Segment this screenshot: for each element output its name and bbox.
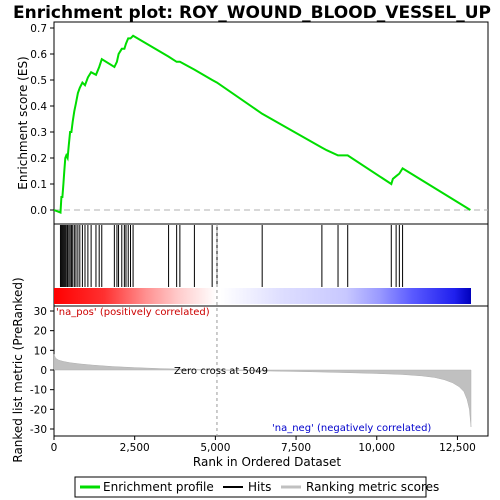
es-y-tick-label: 0.4 [30, 101, 47, 113]
es-y-tick-label: 0.7 [30, 23, 47, 35]
metric-y-tick-label: 20 [34, 326, 47, 338]
es-y-tick-label: 0.3 [30, 127, 47, 139]
enrichment-panel: 0.0 0.1 0.2 0.3 0.4 0.5 0.6 0.7 Enrichment scor… [16, 21, 489, 225]
es-y-axis-label: Enrichment score (ES) [16, 56, 30, 189]
pos-correlated-label: 'na_pos' (positively correlated) [56, 307, 210, 318]
neg-correlated-label: 'na_neg' (negatively correlated) [272, 423, 431, 434]
zero-cross-label: Zero cross at 5049 [174, 366, 268, 377]
hit-marks [59, 225, 404, 287]
metric-y-axis-label: Ranked list metric (PreRanked) [11, 277, 25, 462]
legend-hits-label: Hits [248, 480, 271, 494]
x-tick-label: 10,000 [358, 442, 395, 454]
metric-frame [53, 305, 489, 437]
es-y-tick-label: 0.6 [30, 49, 47, 61]
es-y-tick-label: 0.0 [30, 205, 47, 217]
es-y-tick-label: 0.1 [30, 179, 47, 191]
es-y-tick-label: 0.5 [30, 75, 47, 87]
x-tick-label: 7,500 [281, 442, 311, 454]
hits-panel [53, 223, 489, 307]
legend-enrichment-label: Enrichment profile [103, 480, 214, 494]
es-y-tick-label: 0.2 [30, 153, 47, 165]
metric-y-tick-label: -20 [30, 404, 47, 416]
metric-y-tick-label: 10 [34, 345, 47, 357]
chart-title: Enrichment plot: ROY_WOUND_BLOOD_VESSEL_… [13, 3, 491, 23]
x-tick-label: 5,000 [200, 442, 230, 454]
ranking-metric-area [53, 354, 472, 428]
legend: Enrichment profile Hits Ranking metric s… [74, 476, 439, 498]
x-tick-label: 12,500 [439, 442, 476, 454]
rank-gradient-bar [54, 288, 471, 304]
x-axis-label: Rank in Ordered Dataset [193, 455, 341, 469]
enrichment-profile-line [53, 34, 471, 215]
x-tick-label: 2,500 [120, 442, 150, 454]
legend-box [74, 476, 427, 498]
rank-x-ticks: 0 2,500 5,000 7,500 10,000 12,500 [51, 436, 476, 454]
metric-panel: 30 20 10 0 -10 -20 -30 0 2,500 5,000 7,500 10,000 1… [11, 224, 489, 469]
metric-y-tick-label: 0 [40, 365, 47, 377]
metric-y-tick-label: 30 [34, 306, 47, 318]
metric-y-ticks: 30 20 10 0 -10 -20 -30 [30, 306, 54, 436]
metric-y-tick-label: -30 [30, 424, 47, 436]
es-y-ticks: 0.0 0.1 0.2 0.3 0.4 0.5 0.6 0.7 [30, 23, 54, 217]
metric-y-tick-label: -10 [30, 385, 47, 397]
x-tick-label: 0 [51, 442, 58, 454]
legend-metric-label: Ranking metric scores [306, 480, 439, 494]
